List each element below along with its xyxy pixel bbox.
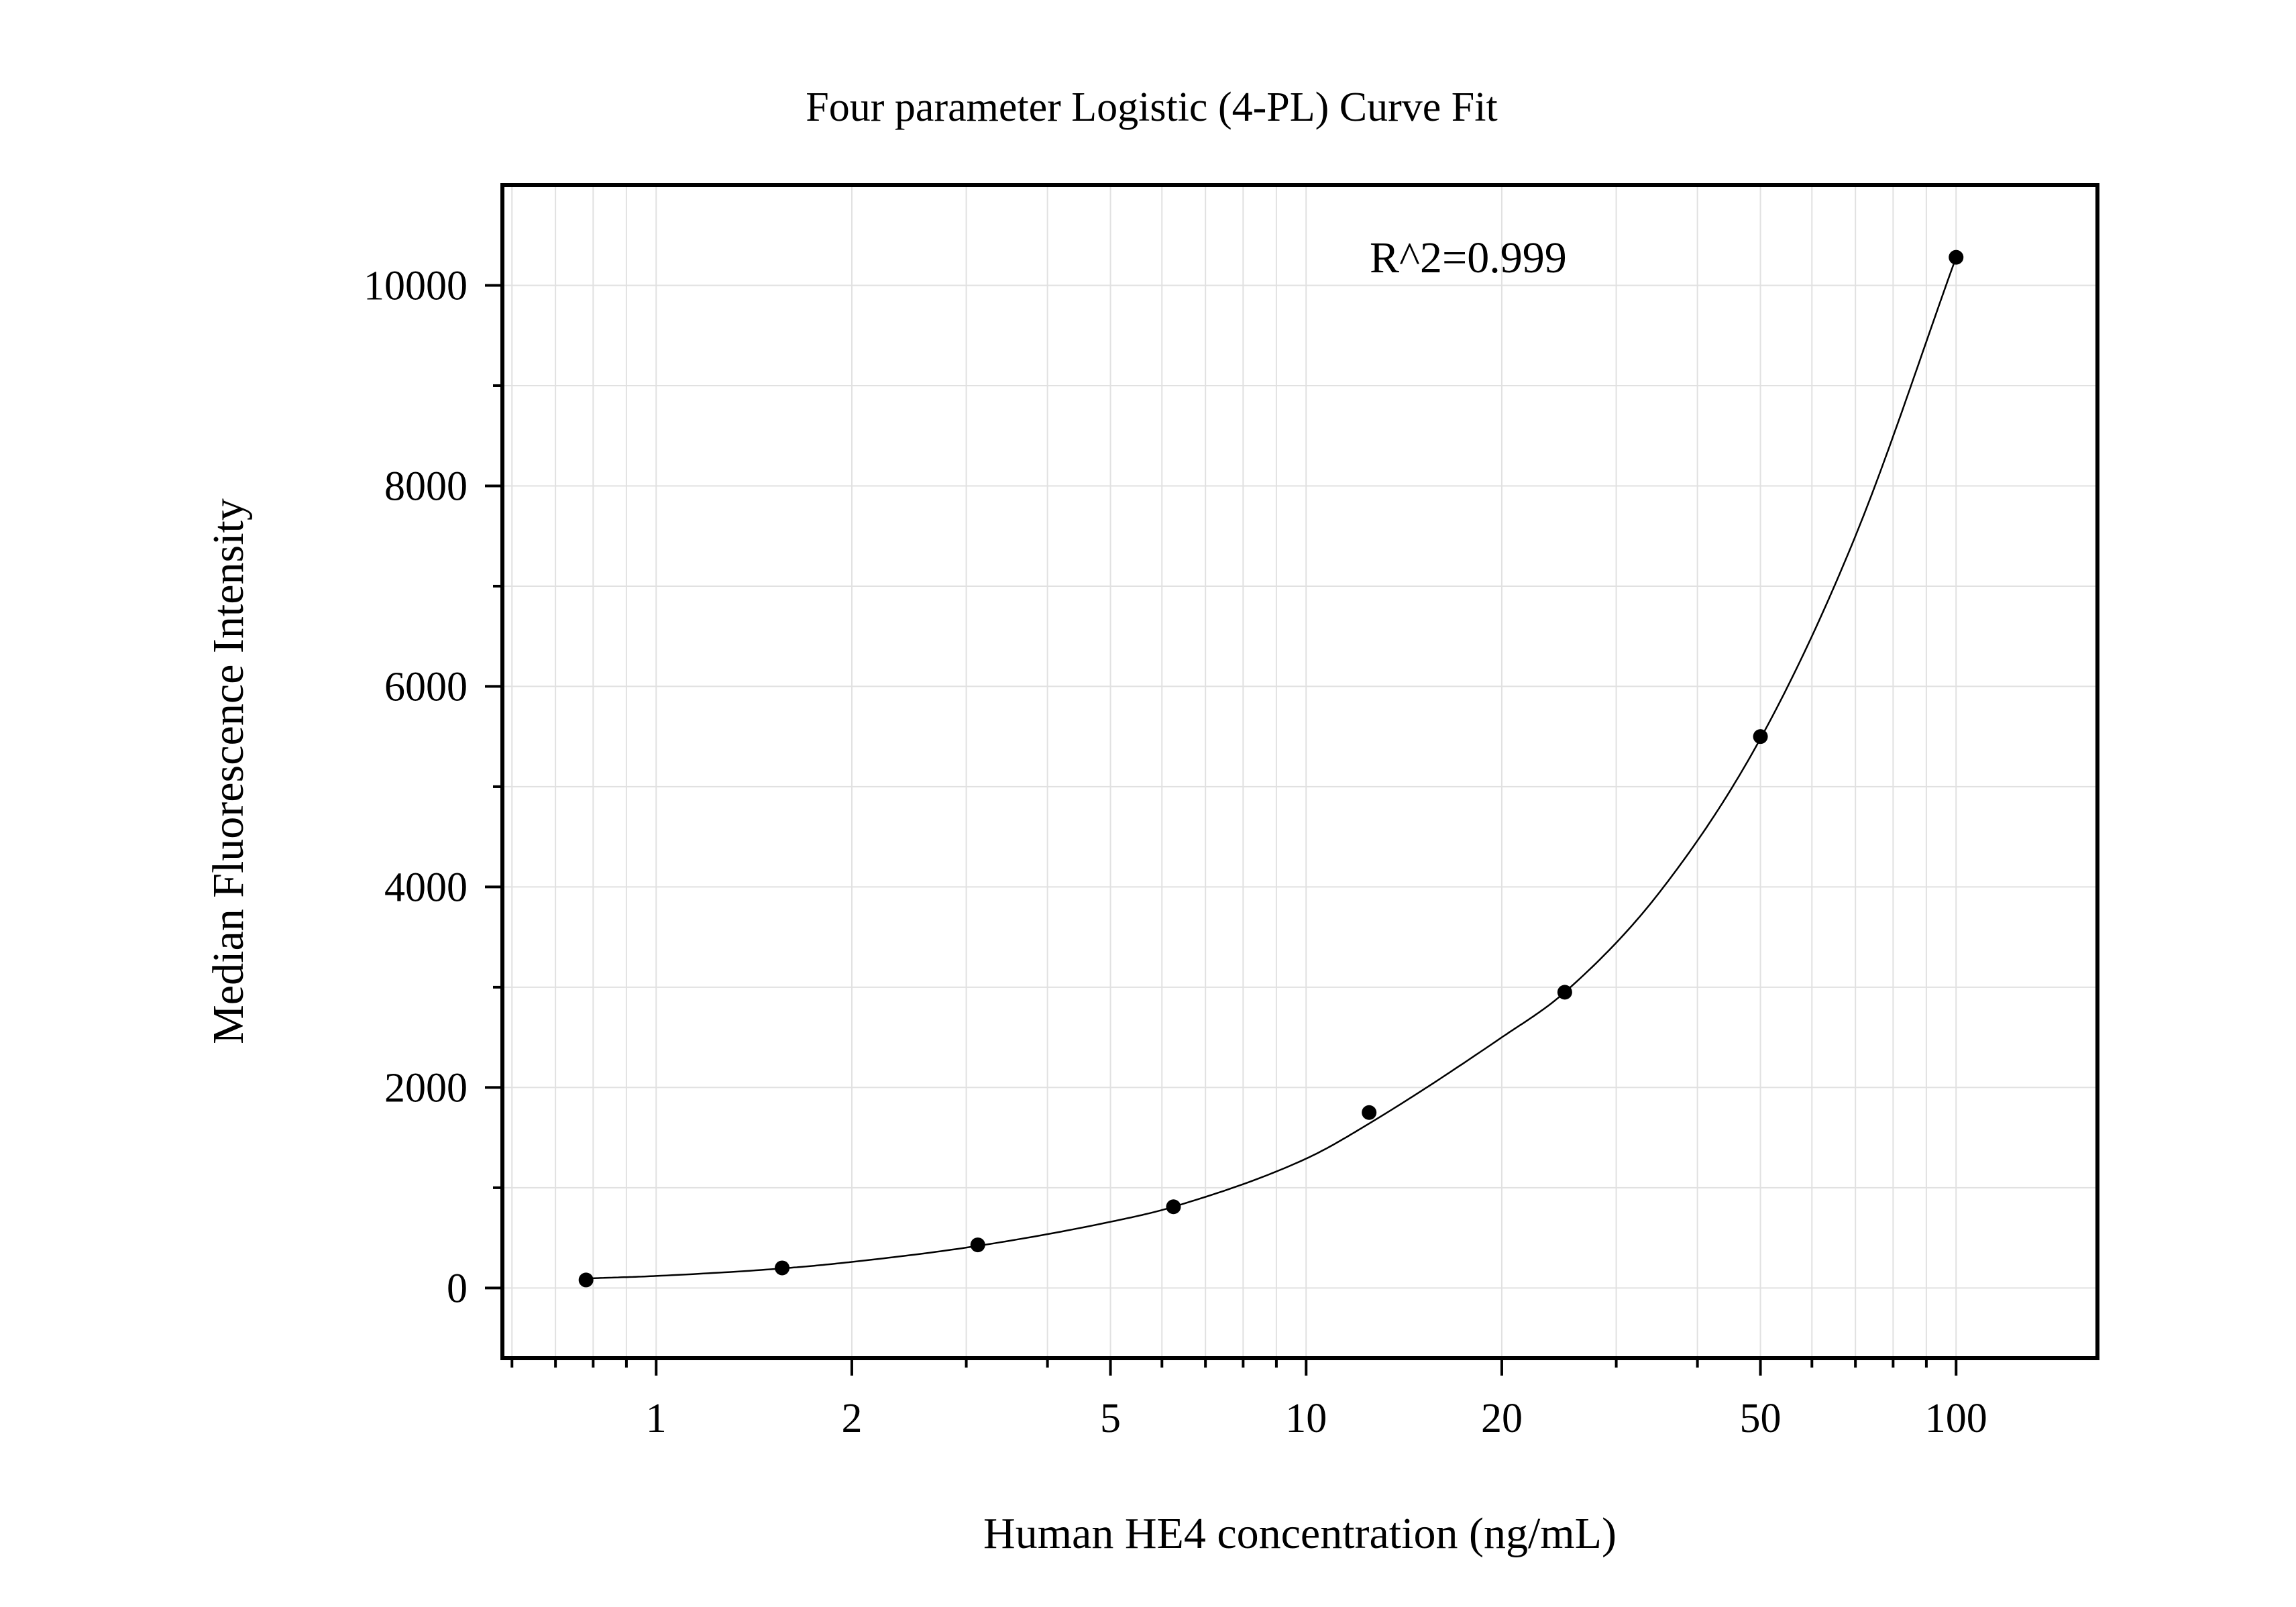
y-tick-label: 10000 [364,263,468,309]
x-tick-label: 50 [1740,1396,1782,1441]
x-axis-label: Human HE4 concentration (ng/mL) [983,1509,1617,1558]
fit-curve [586,257,1957,1280]
plot-frame [500,183,2099,1360]
x-tick-labels: 1 2 5 10 20 50 100 [646,1396,1987,1441]
r-squared-annotation: R^2=0.999 [1370,233,1567,282]
data-point [1949,250,1964,265]
x-tick-label: 5 [1100,1396,1121,1441]
data-point [1166,1199,1181,1215]
data-point [1362,1105,1377,1120]
x-tick-label: 20 [1481,1396,1523,1441]
data-point [1753,729,1768,744]
x-tick-label: 100 [1925,1396,1987,1441]
data-point [578,1272,594,1288]
chart-title: Four parameter Logistic (4-PL) Curve Fit [806,85,1497,130]
x-tick-label: 1 [646,1396,667,1441]
y-tick-labels: 0 2000 4000 6000 8000 10000 [364,263,468,1311]
y-tick-label: 2000 [384,1065,468,1111]
y-axis-label: Median Fluorescence Intensity [204,498,253,1044]
fit-curve-layer [586,257,1957,1280]
y-tick-label: 0 [447,1266,468,1311]
grid-lines [502,185,2097,1358]
y-tick-label: 8000 [384,463,468,509]
x-tick-label: 10 [1285,1396,1327,1441]
data-point [775,1260,790,1276]
y-tick-label: 4000 [384,865,468,910]
y-tick-label: 6000 [384,664,468,710]
x-tick-label: 2 [841,1396,862,1441]
data-points [578,250,1964,1288]
data-point [1557,985,1572,1000]
axis-ticks [485,284,1958,1376]
data-point [970,1237,985,1253]
